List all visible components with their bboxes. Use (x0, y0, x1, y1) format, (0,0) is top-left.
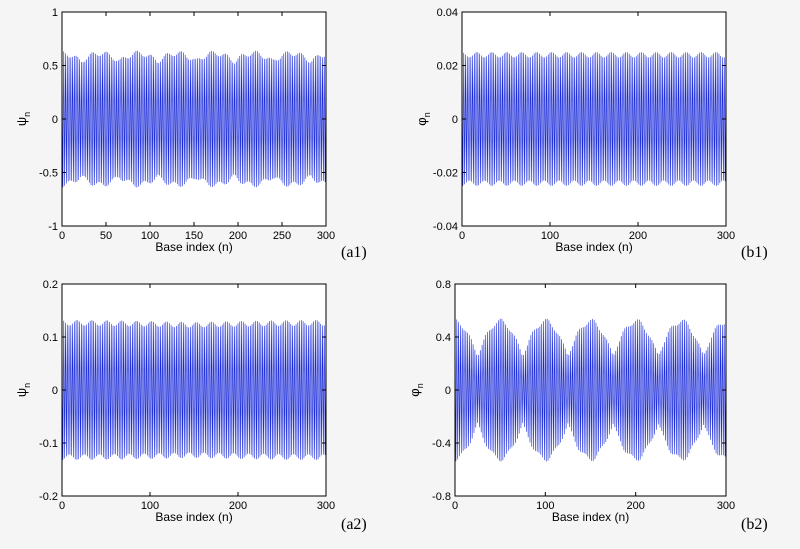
b2-ylabel: φn (407, 383, 425, 396)
a1-ylabel-symbol: ψ (14, 117, 29, 126)
a1-ytick-label: 0 (52, 114, 58, 126)
b1-ytick-label: -0.04 (433, 221, 458, 233)
a2-ytick-label: 0.2 (43, 279, 58, 291)
a1-xtick-label: 100 (141, 230, 159, 242)
a1-xtick-label: 200 (229, 230, 247, 242)
b1-ylabel-subscript: n (422, 112, 432, 117)
b2-ytick-label: 0 (445, 385, 451, 397)
panel-b1-label: (b1) (741, 244, 768, 261)
a2-ytick-label: -0.1 (39, 438, 58, 450)
a2-xtick-label: 200 (229, 500, 247, 512)
b2-ytick-label: 0.4 (436, 332, 451, 344)
b1-xtick-label: 0 (459, 230, 465, 242)
a2-ytick-label: -0.2 (39, 491, 58, 503)
b2-xtick-label: 0 (452, 500, 458, 512)
b2-xtick-label: 300 (717, 500, 735, 512)
a1-xlabel: Base index (n) (155, 240, 232, 254)
a2-ylabel-symbol: ψ (14, 388, 29, 397)
a1-ytick-label: 1 (52, 7, 58, 19)
a1-ylabel: ψn (14, 112, 32, 126)
a1-xtick-label: 50 (100, 230, 112, 242)
b1-xtick-label: 300 (717, 230, 735, 242)
a2-ylabel-subscript: n (22, 383, 32, 388)
a1-xtick-label: 300 (317, 230, 335, 242)
a1-xtick-label: 0 (59, 230, 65, 242)
a1-xtick-label: 250 (273, 230, 291, 242)
panel-b2: 0 100 200 300 -0.8 -0.4 0 0.4 0.8 Base index (n) φ… (407, 279, 768, 533)
b1-xtick-label: 100 (541, 230, 559, 242)
b2-ytick-label: -0.4 (432, 438, 451, 450)
a2-ytick-label: 0.1 (43, 332, 58, 344)
b1-ytick-label: 0 (452, 114, 458, 126)
b2-ylabel-subscript: n (415, 383, 425, 388)
a1-ytick-label: -1 (48, 221, 58, 233)
a2-plot-area (62, 284, 326, 496)
panel-b1: 0 100 200 300 -0.04 -0.02 0 0.02 0.04 Base index … (414, 7, 768, 261)
b1-xtick-label: 200 (629, 230, 647, 242)
a1-ytick-label: 0.5 (43, 61, 58, 73)
b1-xlabel: Base index (n) (555, 240, 632, 254)
b1-ylabel-symbol: φ (414, 117, 429, 125)
a2-series-line (61, 320, 327, 460)
b2-xtick-label: 200 (626, 500, 644, 512)
a2-xlabel: Base index (n) (155, 510, 232, 524)
panel-a1: 0 50 100 150 200 250 300 -1 -0.5 0 0.5 1 Base index … (14, 7, 367, 261)
b2-ytick-label: -0.8 (432, 491, 451, 503)
b1-ytick-label: 0.02 (437, 61, 458, 73)
panel-a1-label: (a1) (341, 244, 367, 261)
b1-series-line (461, 52, 727, 186)
b2-plot-area (455, 284, 726, 496)
b1-ytick-label: 0.04 (437, 7, 458, 19)
a2-ytick-label: 0 (52, 385, 58, 397)
panel-a2-label: (a2) (341, 516, 367, 533)
a1-ylabel-subscript: n (22, 112, 32, 117)
a2-xtick-label: 0 (59, 500, 65, 512)
b2-series-line (454, 318, 727, 462)
b2-xtick-label: 100 (536, 500, 554, 512)
b2-ylabel-symbol: φ (407, 388, 422, 396)
a1-series-line (61, 50, 327, 188)
panel-b2-label: (b2) (741, 516, 768, 533)
a2-ylabel: ψn (14, 383, 32, 397)
b2-xlabel: Base index (n) (552, 510, 629, 524)
b1-plot-area (462, 12, 726, 226)
a2-xtick-label: 300 (317, 500, 335, 512)
a2-xtick-label: 100 (141, 500, 159, 512)
b1-ylabel: φn (414, 112, 432, 125)
a1-xtick-label: 150 (185, 230, 203, 242)
a1-plot-area (62, 12, 326, 226)
b1-ytick-label: -0.02 (433, 168, 458, 180)
panel-a2: 0 100 200 300 -0.2 -0.1 0 0.1 0.2 Base index (n) ψ… (14, 279, 367, 533)
b2-ytick-label: 0.8 (436, 279, 451, 291)
a1-ytick-label: -0.5 (39, 168, 58, 180)
